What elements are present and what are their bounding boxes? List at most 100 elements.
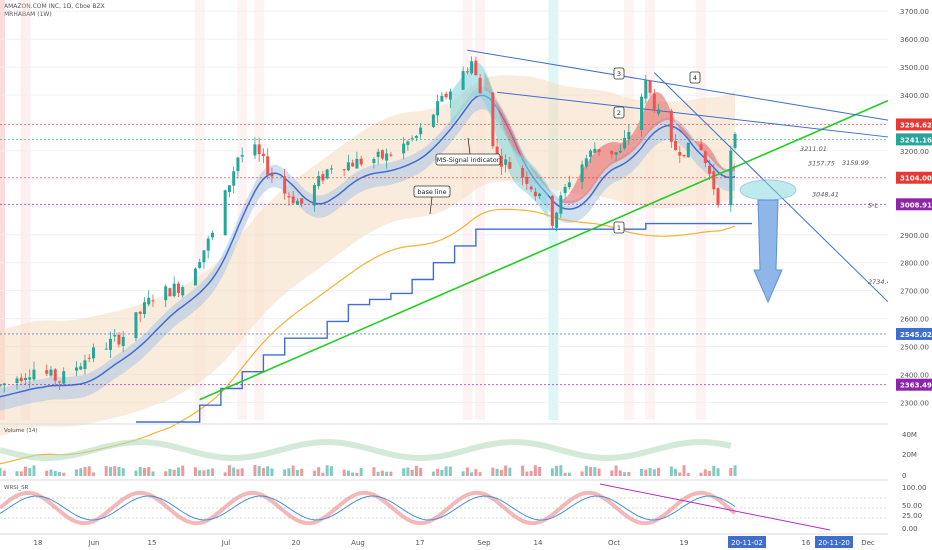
price-tick: 3700.00 bbox=[900, 8, 929, 16]
volume-bar bbox=[644, 469, 648, 476]
candle-body bbox=[342, 169, 346, 171]
volume-bar bbox=[74, 469, 78, 476]
volume-bar bbox=[733, 465, 737, 476]
candle-body bbox=[465, 71, 469, 73]
time-label: Jul bbox=[221, 539, 231, 547]
price-badge bbox=[896, 198, 932, 211]
volume-bar bbox=[147, 467, 151, 476]
candle-body bbox=[538, 193, 542, 197]
candle-body bbox=[385, 153, 389, 161]
down-arrow bbox=[753, 199, 783, 304]
volume-bar bbox=[508, 467, 512, 476]
price-envelope-band bbox=[0, 75, 735, 436]
volume-bar bbox=[686, 472, 690, 476]
volume-bar bbox=[406, 467, 410, 476]
candle-body bbox=[287, 196, 291, 198]
time-label: 19 bbox=[680, 539, 689, 547]
volume-bar bbox=[168, 468, 172, 476]
wave-label-box bbox=[613, 221, 625, 234]
volume-bar bbox=[567, 472, 571, 476]
volume-bar bbox=[623, 472, 627, 476]
candle-body bbox=[134, 312, 138, 339]
callouts: MS-Signal indicator base line 1 2 3 4 3211.01 3… bbox=[413, 67, 895, 286]
candle-body bbox=[674, 141, 678, 150]
axis-bg bbox=[888, 0, 932, 550]
candle-body bbox=[121, 336, 125, 347]
candle-body bbox=[74, 367, 78, 371]
rsi-tick: 25.00 bbox=[902, 512, 922, 520]
price-tick: 2700.00 bbox=[900, 288, 929, 296]
volume-bar bbox=[580, 471, 584, 476]
cyan-ribbon bbox=[450, 62, 549, 219]
candle-body bbox=[23, 377, 27, 381]
volume-bar bbox=[618, 470, 622, 476]
volume-bar bbox=[346, 470, 350, 476]
volume-bar bbox=[729, 467, 733, 476]
candle-body bbox=[580, 164, 584, 182]
candle-body bbox=[164, 286, 168, 301]
candle-body bbox=[499, 155, 503, 167]
volume-bar bbox=[351, 472, 355, 476]
time-label: 17 bbox=[416, 539, 425, 547]
highlight-band bbox=[462, 0, 473, 420]
time-axis: 18 Jun 15 Jul 20 Aug 17 Sep 14 Oct 19 16 Dec 20-11-02… bbox=[0, 533, 888, 548]
volume-bar bbox=[79, 468, 83, 476]
volume-bar bbox=[206, 469, 210, 476]
candle-body bbox=[261, 153, 265, 157]
price-badge-label: 3008.91 bbox=[900, 201, 932, 209]
candle-body bbox=[270, 173, 274, 177]
volume-bar bbox=[563, 472, 567, 476]
candle-body bbox=[193, 268, 197, 286]
candle-body bbox=[495, 146, 499, 155]
time-label: Oct bbox=[608, 539, 620, 547]
volume-bar bbox=[627, 472, 631, 476]
volume-bar bbox=[495, 468, 499, 476]
volume-bar bbox=[23, 466, 27, 476]
candle-body bbox=[45, 370, 49, 374]
volume-bar bbox=[444, 466, 448, 476]
candle-body bbox=[623, 137, 627, 149]
volume-bar bbox=[402, 468, 406, 476]
candle-body bbox=[0, 384, 2, 386]
date-badge-label: 20-11-20 bbox=[818, 539, 850, 547]
volume-bar bbox=[295, 470, 299, 476]
candle-body bbox=[436, 101, 440, 116]
rsi-panel: WRSI_SR 100.00 50.00 25.00 0.00 bbox=[0, 479, 927, 533]
volume-tick: 0 bbox=[902, 472, 906, 480]
candle-body bbox=[402, 143, 406, 154]
volume-bar bbox=[325, 465, 329, 476]
candle-body bbox=[49, 369, 53, 376]
price-tick: 3400.00 bbox=[900, 92, 929, 100]
candle-body bbox=[372, 159, 376, 164]
candle-body bbox=[652, 93, 656, 111]
volume-bar bbox=[584, 465, 588, 476]
wave-label: 1 bbox=[617, 224, 621, 232]
indicator-title: MRHABAM (1W) bbox=[4, 11, 52, 18]
volume-bar bbox=[193, 467, 197, 476]
volume-bar bbox=[2, 470, 6, 476]
candle-body bbox=[648, 80, 652, 93]
rsi-trendline bbox=[599, 483, 831, 531]
candle-body bbox=[716, 188, 720, 206]
candle-body bbox=[504, 159, 508, 165]
candle-body bbox=[431, 114, 435, 127]
volume-bar bbox=[669, 466, 673, 476]
wave-label: 2 bbox=[617, 109, 621, 117]
candle-body bbox=[627, 132, 631, 139]
candle-body bbox=[419, 127, 423, 135]
price-tick: 3500.00 bbox=[900, 64, 929, 72]
volume-bar bbox=[300, 468, 304, 476]
candle-body bbox=[19, 377, 23, 382]
volume-bar bbox=[355, 472, 359, 476]
volume-bar bbox=[385, 471, 389, 476]
volume-bar bbox=[202, 470, 206, 476]
candle-body bbox=[321, 174, 325, 181]
time-label: Jun bbox=[88, 539, 100, 547]
time-label: 14 bbox=[534, 539, 543, 547]
volume-bar bbox=[261, 467, 265, 476]
volume-bar bbox=[389, 471, 393, 476]
volume-title: Volume (14) bbox=[4, 428, 38, 434]
volume-bar bbox=[657, 467, 661, 476]
